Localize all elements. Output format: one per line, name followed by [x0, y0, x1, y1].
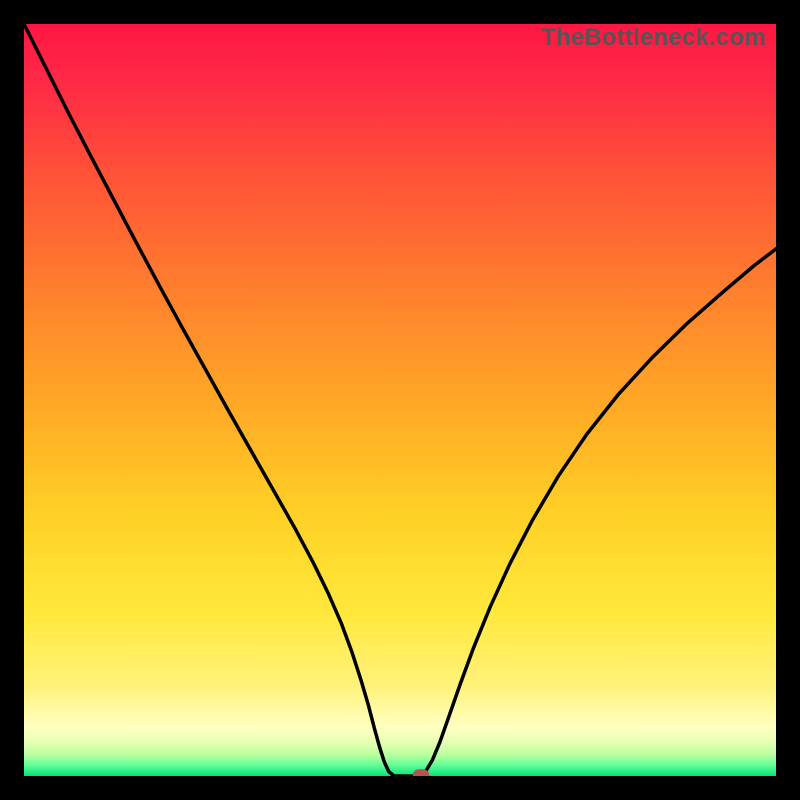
watermark-text: TheBottleneck.com	[541, 24, 766, 52]
chart-frame: TheBottleneck.com	[0, 0, 800, 800]
plot-area	[24, 24, 776, 776]
bottleneck-curve	[24, 24, 776, 776]
curve-path	[24, 24, 776, 776]
